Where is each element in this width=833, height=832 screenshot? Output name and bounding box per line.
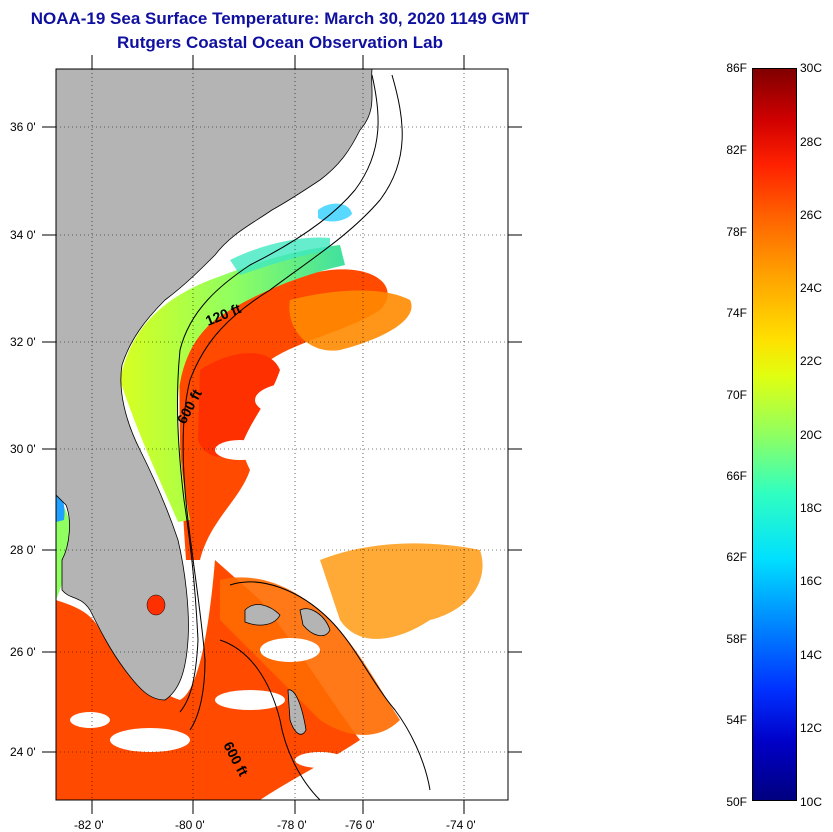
coastal-cool-water: [230, 237, 330, 275]
colorbar-f-label: 54F: [726, 713, 747, 727]
lon-label: -74 0': [446, 818, 476, 832]
colorbar-f-label: 86F: [726, 61, 747, 75]
colorbar-c-label: 28C: [800, 135, 823, 149]
colorbar-c-label: 12C: [800, 721, 823, 735]
lat-label: 28 0': [10, 543, 36, 557]
colorbar-f-label: 74F: [726, 306, 747, 320]
lat-label: 36 0': [10, 120, 36, 134]
lon-label: -76 0': [345, 818, 375, 832]
tick-marks: [42, 55, 522, 814]
colorbar-c-label: 30C: [800, 61, 823, 75]
offshore-warm-patches: [320, 543, 483, 639]
gulf-coast-water: [56, 500, 71, 600]
lake-okeechobee: [146, 594, 166, 616]
gulf-stream-warm-water: [179, 269, 388, 560]
colorbar-c-label: 20C: [800, 428, 823, 442]
map-subtitle: Rutgers Coastal Ocean Observation Lab: [117, 33, 443, 52]
grid-lines: [56, 69, 508, 800]
contour-120-ft: [176, 74, 379, 713]
colorbar-f-label: 70F: [726, 388, 747, 402]
colorbar-c-label: 10C: [800, 795, 823, 809]
colorbar-f-label: 78F: [726, 225, 747, 239]
cloud-gaps: [70, 382, 345, 768]
map-title: NOAA-19 Sea Surface Temperature: March 3…: [30, 9, 530, 28]
lat-label: 32 0': [10, 335, 36, 349]
colorbar-f-label: 62F: [726, 550, 747, 564]
lat-label: 26 0': [10, 645, 36, 659]
colorbar-c-label: 14C: [800, 648, 823, 662]
lat-label: 24 0': [10, 745, 36, 759]
colorbar-c-label: 22C: [800, 354, 823, 368]
bahamas-island: [244, 604, 281, 626]
warm-water-east: [289, 290, 412, 351]
colorbar-c-label: 24C: [800, 281, 823, 295]
temperature-colorbar: [752, 68, 797, 801]
shelf-water: [120, 245, 345, 522]
lat-label: 30 0': [10, 442, 36, 456]
lon-label: -82 0': [74, 818, 104, 832]
colorbar-c-label: 26C: [800, 208, 823, 222]
land-mass: [56, 69, 373, 701]
lat-label: 34 0': [10, 228, 36, 242]
colorbar-c-label: 18C: [800, 501, 823, 515]
colorbar-f-label: 50F: [726, 795, 747, 809]
colorbar-c-label: 16C: [800, 574, 823, 588]
warm-water-patch: [198, 353, 280, 457]
bahamas-island: [287, 689, 307, 735]
lon-label: -80 0': [175, 818, 205, 832]
bahamas-island: [299, 608, 331, 637]
bahamas-contour: [219, 581, 431, 800]
lon-label: -78 0': [277, 818, 307, 832]
sst-map: 120 ft 600 ft 600 ft 36 0' 34 0' 32 0' 3…: [10, 55, 522, 832]
plot-frame: [55, 68, 509, 801]
colorbar-f-label: 82F: [726, 143, 747, 157]
contour-600-ft: [182, 74, 403, 731]
colorbar-f-label: 58F: [726, 632, 747, 646]
colorbar-f-label: 66F: [726, 469, 747, 483]
